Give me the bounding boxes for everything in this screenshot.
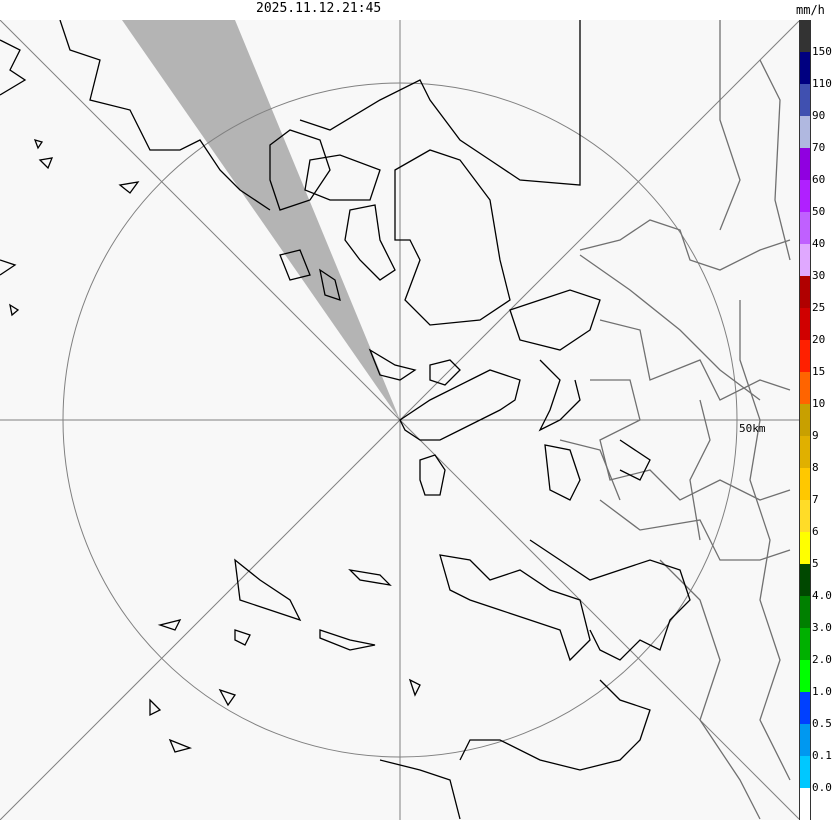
legend-swatch: [800, 724, 810, 756]
legend-swatch: [800, 788, 810, 820]
legend-swatch: [800, 180, 810, 212]
range-grid: [0, 20, 799, 820]
range-ring-label: 50km: [739, 422, 766, 435]
legend-label: 15: [812, 365, 826, 378]
legend-label: 20: [812, 333, 826, 346]
legend-swatch: [800, 308, 810, 340]
legend-swatch: [800, 692, 810, 724]
radar-map[interactable]: [0, 20, 799, 820]
legend-label: 9: [812, 429, 819, 442]
legend-label: 8: [812, 461, 819, 474]
legend-label: 110: [812, 77, 832, 90]
legend-unit: mm/h: [796, 3, 825, 17]
legend-label: 30: [812, 269, 826, 282]
admin-boundaries: [559, 20, 791, 820]
legend-label: 2.0: [812, 653, 832, 666]
legend-swatch: [800, 564, 810, 596]
legend-swatch: [800, 628, 810, 660]
legend-label: 1.0: [812, 685, 832, 698]
legend-swatch: [800, 20, 810, 52]
legend-label: 3.0: [812, 621, 832, 634]
legend-label: 0.1: [812, 749, 832, 762]
legend-label: 5: [812, 557, 819, 570]
legend-swatch: [800, 340, 810, 372]
legend-label: 70: [812, 141, 826, 154]
legend-swatch: [800, 436, 810, 468]
coastlines: [0, 20, 691, 820]
legend-swatch: [800, 500, 810, 532]
legend-label: 7: [812, 493, 819, 506]
legend-label: 60: [812, 173, 826, 186]
legend-swatch: [800, 372, 810, 404]
timestamp: 2025.11.12.21:45: [256, 1, 382, 16]
legend-label: 10: [812, 397, 826, 410]
legend-label: 0.5: [812, 717, 832, 730]
legend-swatch: [800, 244, 810, 276]
legend-swatch: [800, 52, 810, 84]
legend-swatch: [800, 756, 810, 788]
legend-swatch: [800, 596, 810, 628]
legend-label: 25: [812, 301, 826, 314]
legend-label: 6: [812, 525, 819, 538]
blocked-sector: [122, 20, 400, 420]
legend-label: 90: [812, 109, 826, 122]
legend-swatch: [800, 148, 810, 180]
legend-swatch: [800, 532, 810, 564]
legend-label: 50: [812, 205, 826, 218]
legend-label: 4.0: [812, 589, 832, 602]
legend-swatch: [800, 660, 810, 692]
legend-swatch: [800, 468, 810, 500]
legend-label: 40: [812, 237, 826, 250]
legend-label: 0.0: [812, 781, 832, 794]
precipitation-legend: [799, 20, 811, 820]
legend-swatch: [800, 84, 810, 116]
legend-swatch: [800, 404, 810, 436]
legend-swatch: [800, 116, 810, 148]
legend-swatch: [800, 212, 810, 244]
legend-label: 150: [812, 45, 832, 58]
legend-swatch: [800, 276, 810, 308]
